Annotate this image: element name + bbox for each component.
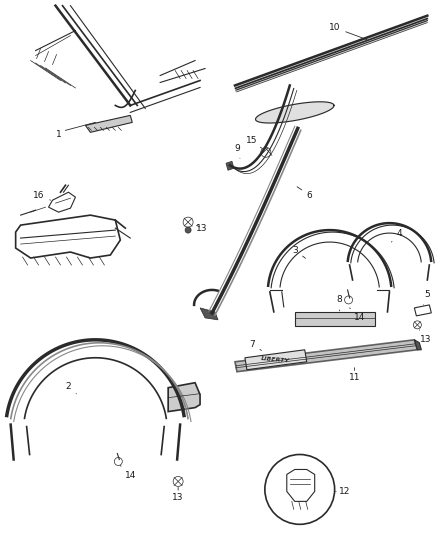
Text: 6: 6 [297,187,313,200]
Text: 4: 4 [392,229,402,242]
Text: 5: 5 [424,290,430,305]
Text: 2: 2 [66,382,76,394]
Text: 12: 12 [336,487,350,496]
Bar [295,312,374,326]
Polygon shape [226,161,234,170]
Text: 13: 13 [419,330,431,344]
Text: 9: 9 [234,144,240,158]
Text: 7: 7 [249,340,261,350]
Polygon shape [414,340,421,350]
Text: 16: 16 [33,191,50,200]
Text: 8: 8 [337,295,343,311]
Text: 11: 11 [349,368,360,382]
Polygon shape [168,383,200,411]
Polygon shape [245,350,307,370]
Text: LIBERTY: LIBERTY [261,356,290,364]
Circle shape [185,227,191,233]
Polygon shape [235,340,417,372]
Text: 13: 13 [196,224,208,232]
Text: 13: 13 [173,487,184,502]
Text: 14: 14 [120,465,136,480]
Polygon shape [85,116,132,132]
Polygon shape [200,308,218,320]
Text: 14: 14 [350,308,365,322]
Text: 3: 3 [292,246,306,259]
Polygon shape [235,15,427,92]
Polygon shape [255,102,334,123]
Text: 15: 15 [246,136,262,148]
Text: 1: 1 [56,130,61,139]
Text: 10: 10 [329,23,367,39]
